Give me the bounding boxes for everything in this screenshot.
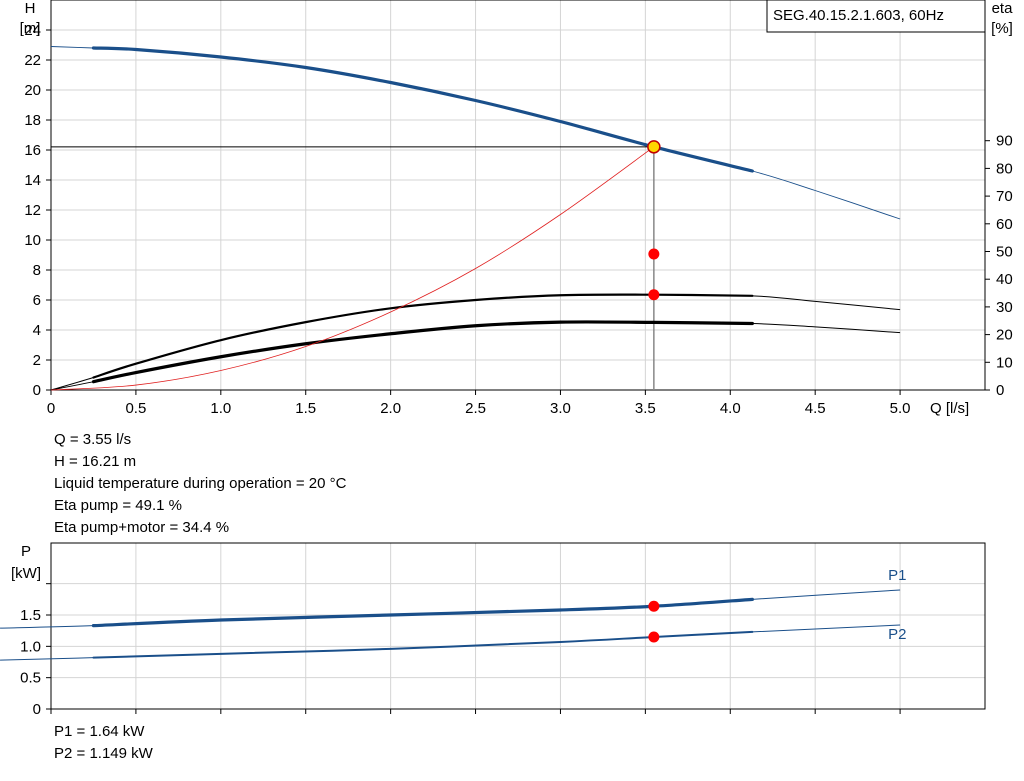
x-tick-label: 3.5 bbox=[635, 400, 656, 417]
top-chart-markers bbox=[647, 140, 661, 301]
right-tick-label: 80 bbox=[996, 160, 1013, 177]
x-tick-label: 2.5 bbox=[465, 400, 486, 417]
left-tick-label: 18 bbox=[24, 112, 41, 129]
right-tick-label: 30 bbox=[996, 299, 1013, 316]
x-tick-label: 1.0 bbox=[210, 400, 231, 417]
power-axis-label-line1: P bbox=[21, 543, 31, 560]
info-eta-pump: Eta pump = 49.1 % bbox=[54, 497, 182, 514]
x-tick-label: 2.0 bbox=[380, 400, 401, 417]
left-tick-label: 8 bbox=[33, 262, 41, 279]
info-eta-pump-motor: Eta pump+motor = 34.4 % bbox=[54, 519, 230, 536]
bottom-chart-markers bbox=[648, 600, 660, 643]
right-tick-label: 70 bbox=[996, 188, 1013, 205]
eta-pump-motor-curve-range bbox=[91, 320, 754, 384]
power-tick-label: 1.0 bbox=[20, 638, 41, 655]
eta-pump-curve-range bbox=[92, 293, 754, 379]
right-axis-ticks: 0 10 20 30 40 50 60 70 80 90 bbox=[985, 133, 1013, 399]
right-tick-label: 0 bbox=[996, 382, 1004, 399]
power-info: P1 = 1.64 kW P2 = 1.149 kW bbox=[54, 721, 153, 765]
right-tick-label: 50 bbox=[996, 244, 1013, 261]
left-tick-label: 10 bbox=[24, 232, 41, 249]
left-tick-label: 22 bbox=[24, 52, 41, 69]
power-tick-label: 0 bbox=[33, 701, 41, 718]
info-p1: P1 = 1.64 kW bbox=[54, 723, 145, 740]
series-label-p1: P1 bbox=[888, 567, 906, 584]
bottom-plot-frame bbox=[50, 542, 986, 710]
duty-point-marker bbox=[647, 140, 661, 154]
top-chart-grid bbox=[51, 0, 985, 390]
right-tick-label: 40 bbox=[996, 271, 1013, 288]
top-chart-curves bbox=[50, 46, 901, 391]
left-tick-label: 12 bbox=[24, 202, 41, 219]
bottom-chart-curves bbox=[0, 589, 901, 661]
series-label-p2: P2 bbox=[888, 626, 906, 643]
system-curve-full bbox=[50, 146, 655, 391]
qh-curve-range bbox=[91, 46, 754, 173]
left-tick-label: 14 bbox=[24, 172, 41, 189]
p1-curve-range bbox=[91, 597, 754, 628]
left-axis-label-line1: H bbox=[25, 0, 36, 17]
power-tick-label: 1.5 bbox=[20, 607, 41, 624]
right-tick-label: 90 bbox=[996, 133, 1013, 150]
p2-marker bbox=[648, 631, 660, 643]
left-tick-label: 20 bbox=[24, 82, 41, 99]
x-tick-label: 5.0 bbox=[890, 400, 911, 417]
operating-point-info: Q = 3.55 l/s H = 16.21 m Liquid temperat… bbox=[54, 429, 346, 539]
info-p2: P2 = 1.149 kW bbox=[54, 745, 153, 762]
x-tick-label: 0.5 bbox=[125, 400, 146, 417]
info-flow: Q = 3.55 l/s bbox=[54, 431, 132, 448]
x-tick-label: 0 bbox=[47, 400, 55, 417]
x-tick-label: 1.5 bbox=[295, 400, 316, 417]
left-tick-label: 16 bbox=[24, 142, 41, 159]
x-tick-label: 4.0 bbox=[720, 400, 741, 417]
right-axis-label-line2: [%] bbox=[991, 20, 1013, 37]
right-tick-label: 60 bbox=[996, 216, 1013, 233]
chart-legend-box bbox=[766, 0, 986, 33]
left-tick-label: 6 bbox=[33, 292, 41, 309]
right-tick-label: 20 bbox=[996, 327, 1013, 344]
x-axis-ticks: 0 0.5 1.0 1.5 2.0 2.5 3.0 3.5 4.0 4.5 5.0 bbox=[47, 390, 911, 417]
bottom-series-labels: P1 P2 bbox=[888, 567, 906, 643]
top-plot-frame bbox=[50, 0, 986, 391]
bottom-chart-grid bbox=[51, 543, 985, 709]
left-tick-label: 2 bbox=[33, 352, 41, 369]
power-axis-label-line2: [kW] bbox=[11, 565, 41, 582]
eta-pump-motor-marker bbox=[648, 289, 660, 301]
left-tick-label: 0 bbox=[33, 382, 41, 399]
left-tick-label: 4 bbox=[33, 322, 41, 339]
x-axis-label: Q [l/s] bbox=[930, 400, 969, 417]
right-tick-label: 10 bbox=[996, 354, 1013, 371]
right-axis-label-line1: eta bbox=[992, 0, 1014, 17]
chart-legend-text: SEG.40.15.2.1.603, 60Hz bbox=[773, 7, 944, 24]
info-head: H = 16.21 m bbox=[54, 453, 137, 470]
p2-curve-range bbox=[92, 630, 754, 659]
p1-curve-full bbox=[0, 589, 901, 629]
p1-marker bbox=[648, 600, 660, 612]
power-tick-label: 0.5 bbox=[20, 670, 41, 687]
eta-pump-marker bbox=[648, 248, 660, 260]
left-axis-label-line2: [m] bbox=[20, 20, 41, 37]
bottom-x-axis-ticks bbox=[50, 709, 901, 714]
x-tick-label: 4.5 bbox=[805, 400, 826, 417]
bottom-left-axis-ticks: 0 0.5 1.0 1.5 bbox=[20, 583, 51, 718]
p2-curve-full bbox=[0, 624, 901, 661]
left-tick-label: 24 bbox=[24, 22, 41, 39]
pump-curve-chart: 0 0.5 1.0 1.5 2.0 2.5 3.0 3.5 4.0 4.5 5.0 02468101… bbox=[20, 0, 1014, 417]
info-temperature: Liquid temperature during operation = 20… bbox=[54, 475, 347, 492]
x-tick-label: 3.0 bbox=[550, 400, 571, 417]
